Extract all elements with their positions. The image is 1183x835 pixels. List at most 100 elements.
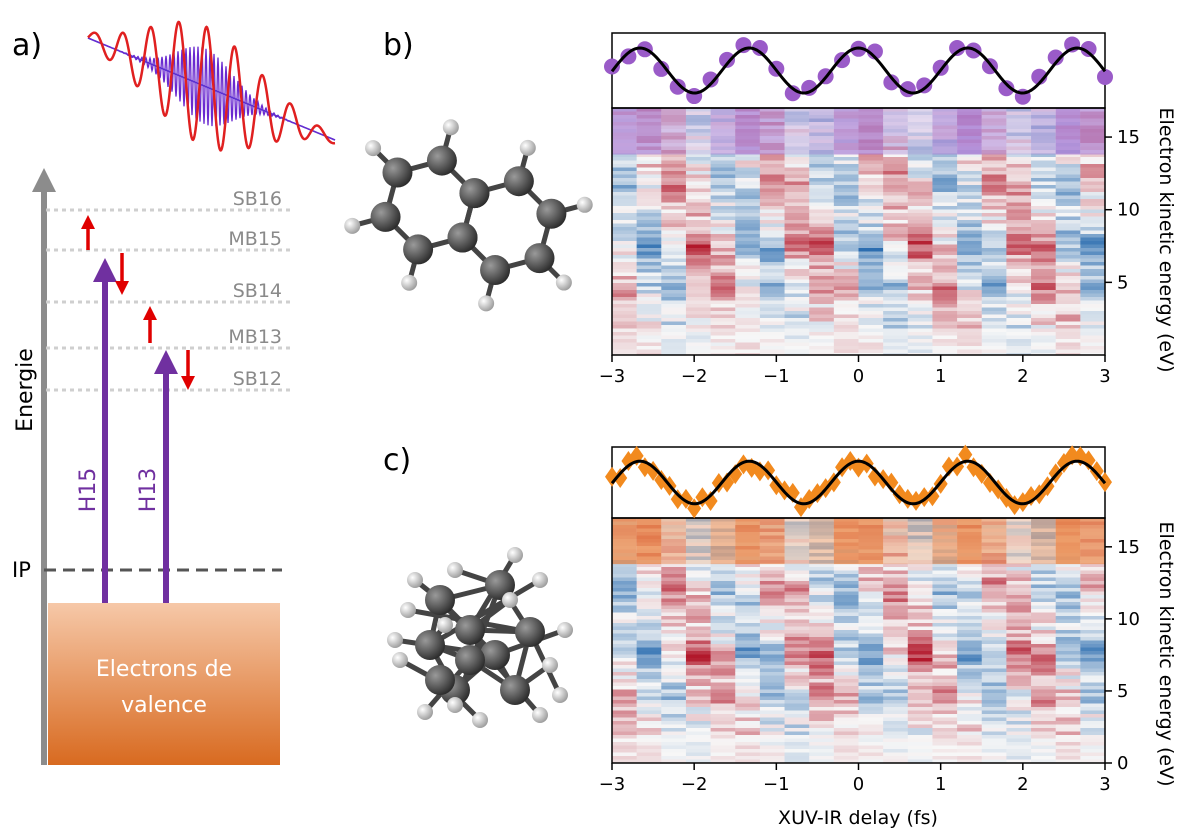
heat-cell bbox=[685, 591, 712, 596]
heat-cell bbox=[1055, 672, 1081, 676]
heat-cell bbox=[833, 626, 859, 631]
heat-cell bbox=[1031, 577, 1057, 582]
heat-cell bbox=[932, 644, 958, 648]
heat-cell bbox=[932, 651, 958, 655]
heat-cell bbox=[710, 349, 736, 354]
heat-cell bbox=[858, 227, 884, 231]
heat-cell bbox=[907, 518, 933, 522]
heat-cell bbox=[685, 195, 712, 200]
heat-cell bbox=[809, 293, 835, 298]
heat-cell bbox=[759, 321, 786, 326]
heat-cell bbox=[809, 556, 835, 561]
heat-cell bbox=[661, 223, 687, 228]
heat-cell bbox=[1055, 749, 1081, 753]
heat-cell bbox=[957, 738, 983, 743]
heat-cell bbox=[883, 675, 909, 680]
heat-cell bbox=[661, 591, 687, 596]
heat-cell bbox=[759, 626, 786, 631]
band-overlay bbox=[957, 518, 983, 565]
heat-cell bbox=[907, 297, 933, 301]
heat-cell bbox=[809, 227, 835, 231]
heat-cell bbox=[685, 703, 712, 708]
heat-cell bbox=[685, 714, 712, 718]
heat-cell bbox=[636, 265, 662, 270]
heat-cell bbox=[932, 188, 958, 193]
heat-cell bbox=[661, 160, 687, 165]
heat-cell bbox=[1080, 752, 1105, 757]
heat-cell bbox=[612, 167, 638, 172]
heat-cell bbox=[1080, 199, 1105, 203]
heat-cell bbox=[636, 230, 662, 235]
heat-cell bbox=[981, 157, 1007, 161]
heat-cell bbox=[636, 661, 662, 666]
heat-cell bbox=[1055, 220, 1081, 224]
heat-cell bbox=[907, 633, 933, 638]
heat-cell bbox=[907, 630, 933, 634]
heat-cell bbox=[1055, 602, 1081, 606]
heat-cell bbox=[759, 192, 786, 196]
heat-cell bbox=[858, 616, 884, 620]
c-atom bbox=[455, 615, 485, 645]
heat-cell bbox=[907, 710, 933, 715]
heat-cell bbox=[957, 703, 983, 708]
heat-cell bbox=[759, 307, 786, 312]
heat-cell bbox=[685, 521, 712, 526]
heat-cell bbox=[981, 258, 1007, 263]
heat-cell bbox=[1031, 199, 1057, 203]
heat-cell bbox=[661, 682, 687, 687]
heat-cell bbox=[661, 290, 687, 294]
heat-cell bbox=[1031, 115, 1057, 119]
heat-cell bbox=[612, 248, 638, 252]
heat-cell bbox=[907, 328, 933, 333]
heat-cell bbox=[957, 616, 983, 620]
heat-cell bbox=[883, 521, 909, 526]
heat-cell bbox=[883, 262, 909, 266]
heat-cell bbox=[833, 644, 859, 648]
heat-cell bbox=[883, 195, 909, 200]
heat-cell bbox=[932, 227, 958, 231]
heat-cell bbox=[858, 283, 884, 287]
heat-cell bbox=[710, 318, 736, 322]
heat-cell bbox=[612, 255, 638, 259]
heat-cell bbox=[636, 195, 662, 200]
heat-cell bbox=[1006, 185, 1032, 189]
heat-cell bbox=[784, 560, 810, 564]
heat-cell bbox=[883, 258, 909, 263]
heat-cell bbox=[661, 721, 687, 725]
heat-cell bbox=[685, 577, 712, 582]
heat-cell bbox=[784, 244, 810, 249]
heat-cell bbox=[612, 612, 638, 617]
heat-cell bbox=[858, 346, 884, 350]
heat-cell bbox=[661, 248, 687, 252]
heat-cell bbox=[957, 619, 983, 624]
heat-cell bbox=[809, 658, 835, 662]
heat-cell bbox=[1006, 717, 1032, 722]
heat-cell bbox=[883, 518, 909, 522]
c-atom bbox=[459, 178, 490, 209]
heat-cell bbox=[809, 759, 835, 763]
heat-cell bbox=[809, 286, 835, 291]
heat-cell bbox=[932, 318, 958, 322]
heat-cell bbox=[883, 686, 909, 690]
heat-cell bbox=[1006, 195, 1032, 200]
heat-cell bbox=[833, 731, 859, 736]
heat-cell bbox=[1031, 630, 1057, 634]
heat-cell bbox=[1080, 612, 1105, 617]
heat-cell bbox=[759, 668, 786, 673]
heat-cell bbox=[981, 728, 1007, 732]
heat-cell bbox=[858, 206, 884, 210]
heat-cell bbox=[612, 738, 638, 743]
heat-cell bbox=[710, 563, 736, 568]
heat-cell bbox=[932, 721, 958, 725]
heat-cell bbox=[981, 679, 1007, 683]
heat-cell bbox=[636, 276, 662, 280]
heat-cell bbox=[661, 237, 687, 242]
heat-cell bbox=[759, 293, 786, 298]
heat-cell bbox=[1055, 721, 1081, 725]
heat-cell bbox=[661, 346, 687, 350]
heat-cell bbox=[661, 710, 687, 715]
heat-cell bbox=[612, 626, 638, 631]
heat-cell bbox=[907, 626, 933, 631]
heat-cell bbox=[1031, 560, 1057, 564]
heat-cell bbox=[661, 602, 687, 606]
